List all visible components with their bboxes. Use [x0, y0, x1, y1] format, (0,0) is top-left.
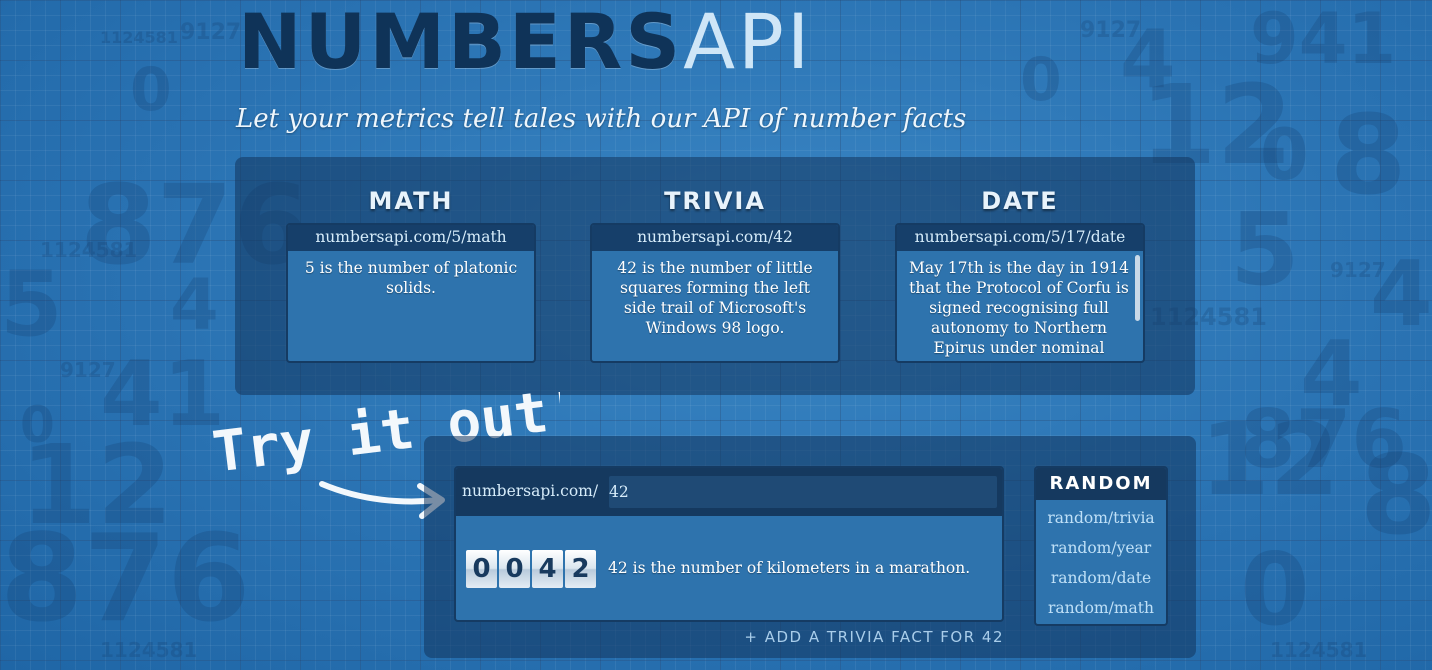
example-card: numbersapi.com/5/math 5 is the number of… [286, 223, 536, 363]
tagline: Let your metrics tell tales with our API… [236, 104, 967, 134]
background-digit: 876 [0, 510, 251, 649]
logo-api: API [683, 0, 813, 86]
example-trivia: TRIVIA numbersapi.com/42 42 is the numbe… [590, 187, 840, 363]
examples-panel: MATH numbersapi.com/5/math 5 is the numb… [235, 157, 1195, 395]
background-digit: 8 [1360, 431, 1432, 559]
try-it-panel: numbersapi.com/ 42 0 0 4 2 42 is the num… [424, 436, 1196, 658]
background-digit: 1124581 [100, 638, 198, 662]
random-date-link[interactable]: random/date [1050, 569, 1152, 587]
background-digit: 0 [20, 396, 55, 454]
example-card: numbersapi.com/5/17/date May 17th is the… [895, 223, 1145, 363]
logo-numbers: NUMBERS [238, 0, 684, 86]
example-url-link[interactable]: numbersapi.com/5/17/date [897, 225, 1143, 251]
background-digit: 0 [1240, 531, 1310, 648]
example-math: MATH numbersapi.com/5/math 5 is the numb… [286, 187, 536, 363]
background-digit: 4 [1370, 242, 1432, 347]
background-digit: 8 [1330, 91, 1407, 219]
example-fact: 5 is the number of platonic solids. [304, 259, 518, 297]
scrollbar[interactable] [1135, 255, 1140, 321]
example-card: numbersapi.com/42 42 is the number of li… [590, 223, 840, 363]
background-digit: 9127 [60, 358, 116, 382]
number-input[interactable]: 42 [609, 476, 997, 508]
background-digit: 0 [1020, 45, 1062, 115]
example-url-link[interactable]: numbersapi.com/42 [592, 225, 838, 251]
try-url-bar: numbersapi.com/ 42 [456, 468, 1002, 516]
background-digit: 9127 [1330, 258, 1386, 282]
random-year-link[interactable]: random/year [1050, 539, 1152, 557]
random-title: RANDOM [1036, 468, 1166, 500]
random-math-link[interactable]: random/math [1048, 599, 1154, 617]
random-box: RANDOM random/trivia random/year random/… [1034, 466, 1168, 626]
random-trivia-link[interactable]: random/trivia [1047, 509, 1155, 527]
example-fact: 42 is the number of little squares formi… [617, 259, 813, 337]
example-fact: May 17th is the day in 1914 that the Pro… [909, 259, 1129, 357]
background-digit: 41 [100, 342, 226, 447]
example-title: MATH [368, 187, 454, 215]
example-title: DATE [981, 187, 1059, 215]
background-digit: 9127 [180, 20, 242, 45]
result-fact: 42 is the number of kilometers in a mara… [608, 559, 971, 577]
counter-digit: 0 [499, 550, 530, 588]
number-counter: 0 0 4 2 [466, 550, 596, 588]
background-digit: 4 [1300, 322, 1363, 427]
add-trivia-fact-link[interactable]: + ADD A TRIVIA FACT FOR 42 [744, 628, 1004, 646]
background-digit: 0 [130, 55, 172, 125]
background-digit: 9127 [1080, 18, 1142, 43]
background-digit: 1124581 [1270, 638, 1368, 662]
background-digit: 1124581 [40, 238, 138, 262]
example-title: TRIVIA [664, 187, 766, 215]
background-digit: 0 [1260, 114, 1309, 196]
example-date: DATE numbersapi.com/5/17/date May 17th i… [895, 187, 1145, 363]
background-digit: 5 [1230, 191, 1300, 308]
background-digit: 1124581 [100, 28, 178, 47]
background-digit: 876 [1240, 393, 1407, 486]
background-digit: 4 [170, 264, 219, 346]
try-card: numbersapi.com/ 42 0 0 4 2 42 is the num… [454, 466, 1004, 622]
logo[interactable]: NUMBERSAPI [238, 4, 812, 80]
counter-digit: 2 [565, 550, 596, 588]
background-digit: 4 [1120, 13, 1176, 106]
background-digit: 941 [1250, 0, 1397, 80]
example-url-link[interactable]: numbersapi.com/5/math [288, 225, 534, 251]
counter-digit: 4 [532, 550, 563, 588]
background-digit: 5 [0, 252, 63, 357]
url-prefix: numbersapi.com/ [462, 482, 599, 500]
background-digit: 12 [1200, 401, 1340, 518]
counter-digit: 0 [466, 550, 497, 588]
background-digit: 12 [20, 421, 174, 549]
